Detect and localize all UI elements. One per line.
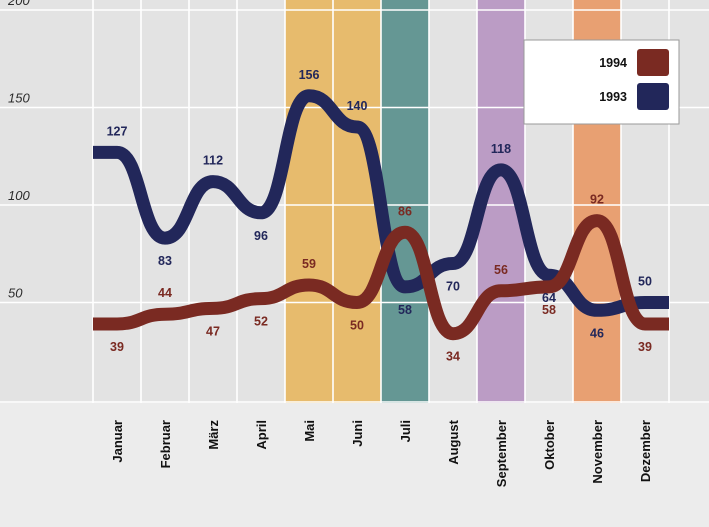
- data-label-1993: 58: [398, 303, 412, 317]
- data-label-1993: 46: [590, 326, 604, 340]
- x-tick-label: April: [254, 420, 269, 450]
- x-tick-label: Dezember: [638, 420, 653, 482]
- data-label-1993: 118: [491, 142, 511, 156]
- data-label-1994: 52: [254, 315, 268, 329]
- x-tick-label: November: [590, 420, 605, 484]
- data-label-1993: 156: [299, 68, 320, 82]
- data-label-1993: 64: [542, 291, 556, 305]
- x-tick-label: Oktober: [542, 420, 557, 470]
- y-tick-label: 100: [8, 188, 30, 203]
- data-label-1994: 50: [350, 319, 364, 333]
- x-tick-label: Mai: [302, 420, 317, 442]
- legend-label-1993: 1993: [599, 90, 627, 104]
- legend: 1994 1993: [523, 39, 680, 125]
- data-label-1994: 59: [302, 257, 316, 271]
- y-tick-label: 50: [8, 286, 23, 301]
- y-tick-label: 150: [8, 91, 30, 106]
- data-label-1993: 70: [446, 280, 460, 294]
- data-label-1994: 47: [206, 324, 220, 338]
- series-lines: [93, 89, 669, 341]
- data-label-1993: 127: [107, 124, 128, 138]
- y-axis-ticks: 200 150 100 50: [7, 0, 30, 301]
- data-label-1994: 86: [398, 204, 412, 218]
- series-line-1993: [93, 89, 669, 317]
- y-tick-label: 200: [7, 0, 30, 8]
- data-label-1993: 50: [638, 275, 652, 289]
- highlight-band-mai: [285, 0, 333, 403]
- legend-swatch-1994: [637, 49, 669, 76]
- data-label-1994: 56: [494, 263, 508, 277]
- x-tick-label: Juli: [398, 420, 413, 442]
- x-tick-label: Februar: [158, 420, 173, 468]
- data-label-1993: 112: [203, 154, 223, 168]
- data-label-1994: 39: [638, 340, 652, 354]
- x-tick-label: Juni: [350, 420, 365, 447]
- data-label-1994: 39: [110, 340, 124, 354]
- data-label-1994: 92: [590, 193, 604, 207]
- axis-label-area: [0, 403, 709, 527]
- x-tick-label: März: [206, 420, 221, 450]
- highlight-band-juli: [381, 0, 429, 403]
- series-line-1994: [93, 214, 669, 341]
- x-tick-label: August: [446, 419, 461, 464]
- data-labels: 127 83 112 96 156 140 58 70 118 64 46 50 39 44 47 52 59 5…: [107, 68, 652, 364]
- data-label-1994: 58: [542, 303, 556, 317]
- data-label-1994: 44: [158, 286, 172, 300]
- legend-swatch-1993: [637, 83, 669, 110]
- x-axis-ticks: Januar Februar März April Mai Juni Juli August S…: [110, 419, 653, 487]
- x-tick-label: Januar: [110, 420, 125, 463]
- legend-label-1994: 1994: [599, 56, 627, 70]
- data-label-1993: 140: [347, 99, 368, 113]
- data-label-1993: 96: [254, 229, 268, 243]
- data-label-1994: 34: [446, 350, 460, 364]
- data-label-1993: 83: [158, 254, 172, 268]
- x-tick-label: September: [494, 420, 509, 487]
- highlight-band-juni: [333, 0, 381, 403]
